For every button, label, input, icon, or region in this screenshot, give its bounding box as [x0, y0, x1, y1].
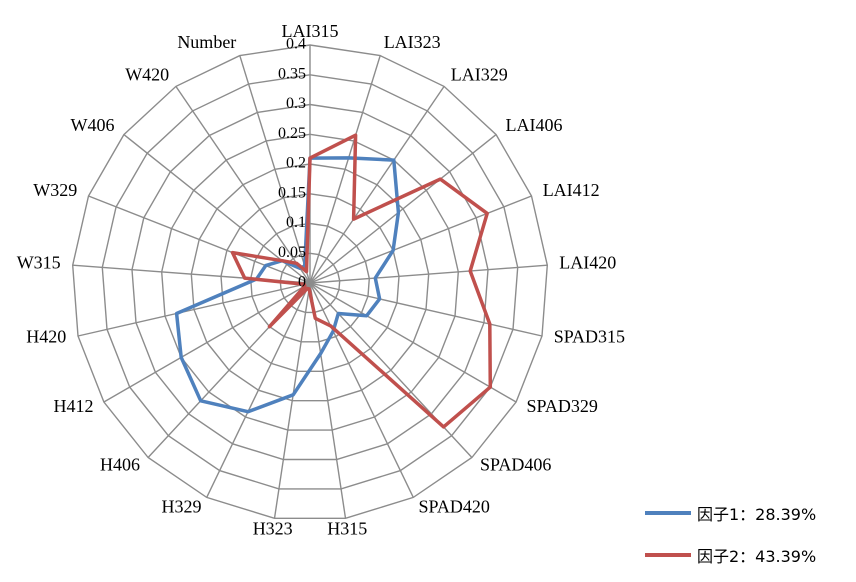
axis-label: SPAD406 — [480, 454, 551, 474]
axis-label: SPAD329 — [527, 396, 598, 416]
axis-label: LAI406 — [506, 115, 563, 135]
tick-label: 0.15 — [278, 184, 306, 201]
tick-label: 0.25 — [278, 125, 306, 142]
grid-ring — [101, 74, 519, 490]
grid-spoke — [309, 134, 497, 284]
axis-label: W329 — [33, 180, 77, 200]
axis-label: LAI329 — [451, 65, 508, 85]
grid-ring — [71, 44, 549, 519]
series-line-2 — [230, 133, 493, 429]
grid-ring — [249, 222, 371, 343]
tick-label: 0.3 — [286, 95, 306, 112]
grid-ring — [160, 133, 460, 431]
axis-label: H412 — [54, 396, 94, 416]
tick-label: 0 — [298, 274, 306, 291]
axis-label: W420 — [125, 65, 169, 85]
axis-label: H329 — [162, 496, 202, 516]
axis-label: LAI323 — [384, 32, 441, 52]
grid-spoke — [309, 282, 473, 458]
grid-spoke — [309, 86, 445, 284]
axis-label: SPAD420 — [419, 496, 490, 516]
legend-swatch-factor2 — [645, 553, 691, 557]
grid-ring — [190, 163, 430, 402]
axis-label: Number — [177, 32, 236, 52]
axis-label: H323 — [253, 518, 293, 538]
grid-spoke — [309, 282, 543, 337]
grid-spoke — [309, 195, 532, 284]
axis-label: LAI420 — [559, 252, 616, 272]
tick-label: 0.4 — [286, 36, 306, 53]
axis-label: H315 — [327, 518, 367, 538]
grid-spoke — [88, 195, 311, 284]
tick-label: 0.35 — [278, 65, 306, 82]
grid-spoke — [123, 134, 311, 284]
legend-item-factor2: 因子2：43.39% — [645, 540, 855, 570]
legend-label-factor1: 因子1：28.39% — [697, 505, 817, 524]
axis-label: H406 — [100, 454, 140, 474]
axis-label: H420 — [26, 327, 66, 347]
grid-spoke — [103, 282, 311, 403]
tick-label: 0.05 — [278, 244, 306, 261]
series-line-1 — [174, 156, 401, 414]
axis-label: LAI315 — [282, 21, 339, 41]
radial-ticks: 0 0.05 0.1 0.15 0.2 0.25 0.3 0.35 0.4 — [278, 36, 306, 291]
axis-label: W315 — [17, 252, 61, 272]
radar-series — [174, 133, 493, 429]
tick-label: 0.1 — [286, 214, 306, 231]
radar-chart: LAI315 LAI323 LAI329 LAI406 LAI412 LAI420 SPAD… — [17, 21, 625, 538]
grid-spoke — [309, 282, 414, 498]
axis-label: SPAD315 — [554, 327, 625, 347]
grid-spoke — [309, 282, 517, 403]
grid-spoke — [175, 86, 311, 284]
legend-label-factor2: 因子2：43.39% — [697, 547, 817, 566]
grid-spoke — [309, 264, 548, 284]
grid-spoke — [273, 282, 311, 519]
tick-label: 0.2 — [286, 155, 306, 172]
radar-grid — [71, 44, 549, 519]
axis-label: W406 — [71, 115, 115, 135]
grid-spoke — [206, 282, 311, 498]
grid-spoke — [309, 282, 347, 519]
axis-label: LAI412 — [543, 180, 600, 200]
grid-spoke — [239, 55, 311, 284]
legend-item-factor1: 因子1：28.39% — [645, 498, 855, 528]
legend: 因子1：28.39% 因子2：43.39% — [645, 498, 855, 582]
axis-labels: LAI315 LAI323 LAI329 LAI406 LAI412 LAI420 SPAD… — [17, 21, 625, 538]
legend-swatch-factor1 — [645, 511, 691, 515]
grid-spoke — [309, 55, 381, 284]
grid-ring — [279, 252, 341, 314]
grid-spoke — [77, 282, 311, 337]
